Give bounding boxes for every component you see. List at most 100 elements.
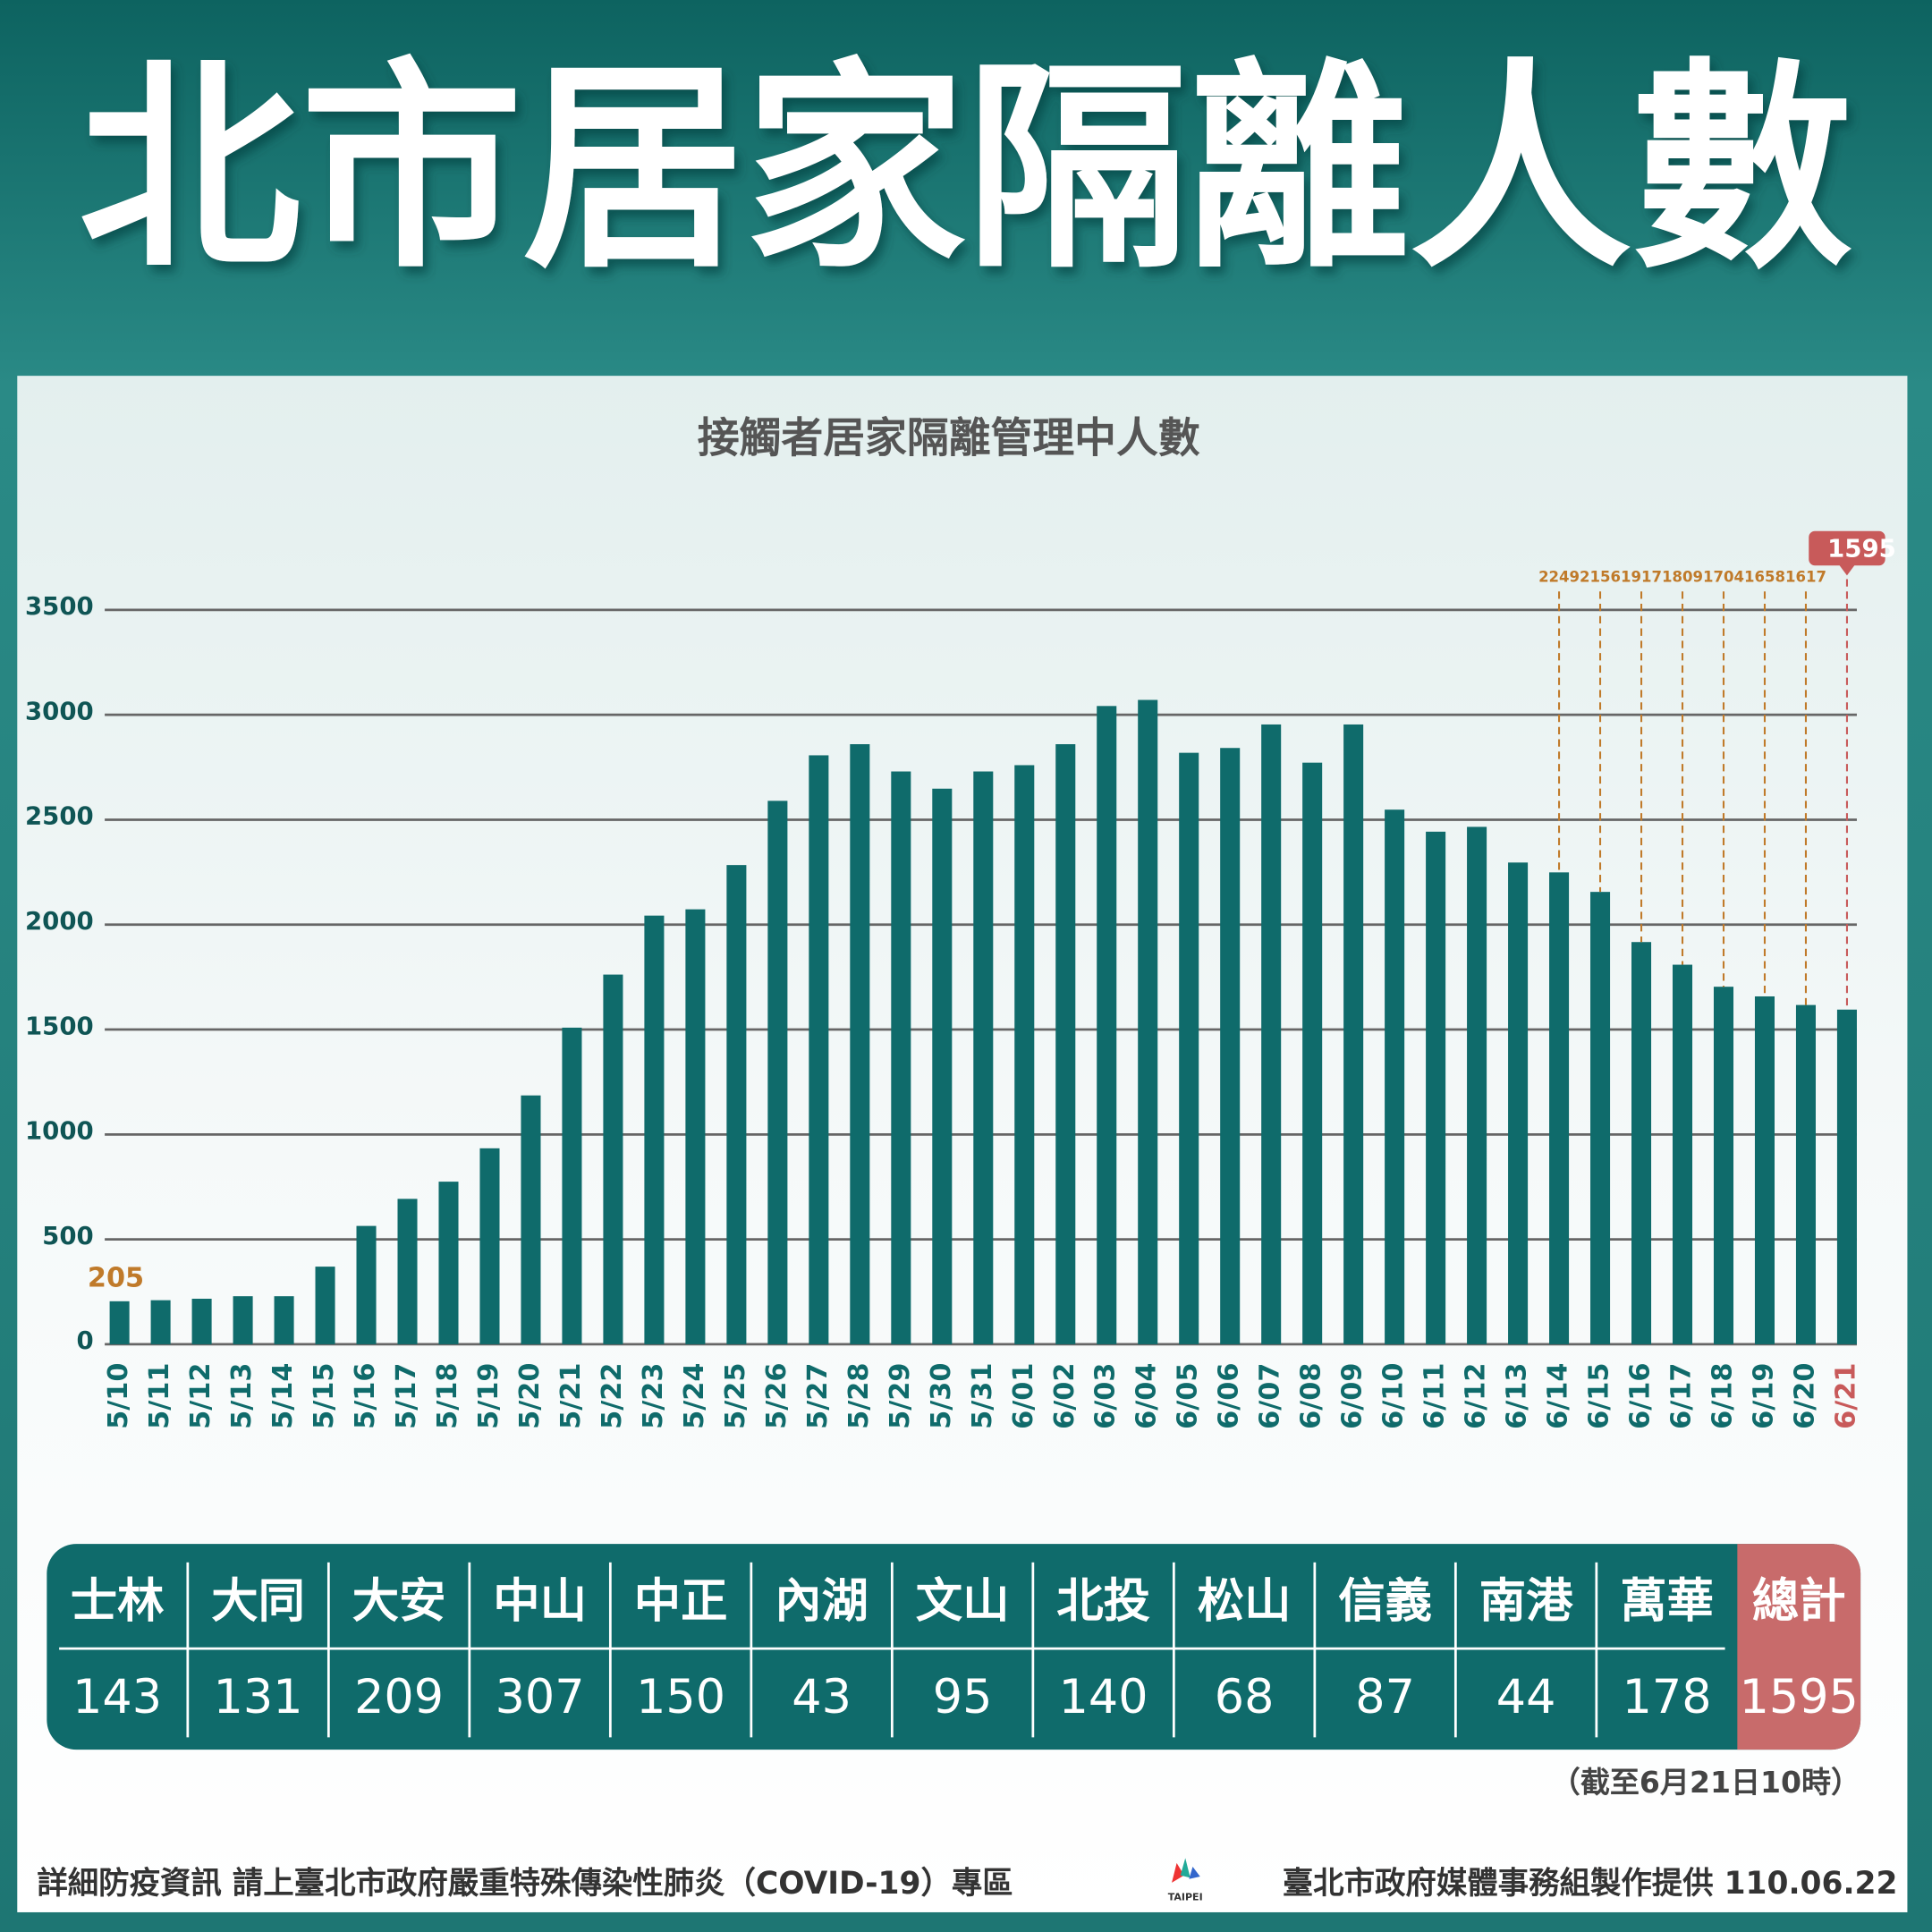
x-tick-label: 6/10 xyxy=(1378,1363,1410,1429)
bar xyxy=(191,1299,212,1344)
bar xyxy=(1343,724,1364,1344)
bar xyxy=(479,1148,500,1344)
chart-title: 接觸者居家隔離管理中人數 xyxy=(698,415,1200,463)
footer-right: 臺北市政府媒體事務組製作提供 110.06.22 xyxy=(1283,1866,1898,1902)
district-count: 307 xyxy=(496,1670,585,1724)
district-count: 131 xyxy=(214,1670,303,1724)
district-count: 178 xyxy=(1623,1670,1712,1724)
x-tick-label: 6/07 xyxy=(1255,1363,1286,1429)
x-tick-label: 6/11 xyxy=(1419,1363,1451,1429)
bar xyxy=(973,771,994,1344)
x-tick-label: 6/04 xyxy=(1131,1363,1163,1429)
y-tick-label: 500 xyxy=(42,1222,94,1250)
x-tick-label: 5/19 xyxy=(473,1363,504,1429)
district-count: 209 xyxy=(354,1670,444,1724)
bar xyxy=(1138,699,1158,1344)
district-name: 大安 xyxy=(352,1574,446,1629)
x-tick-label: 5/15 xyxy=(309,1363,340,1429)
x-tick-label: 5/17 xyxy=(391,1363,422,1429)
total-bg xyxy=(1737,1544,1861,1750)
bar xyxy=(891,771,911,1344)
bar xyxy=(726,865,747,1344)
y-tick-label: 2000 xyxy=(25,907,94,936)
value-label: 1917 xyxy=(1621,569,1662,586)
district-name: 北投 xyxy=(1056,1574,1150,1629)
bar xyxy=(1590,892,1611,1344)
x-tick-label: 5/31 xyxy=(967,1363,998,1429)
x-tick-label: 5/25 xyxy=(720,1363,751,1429)
district-name: 文山 xyxy=(916,1574,1010,1629)
y-tick-label: 1000 xyxy=(25,1117,94,1146)
x-tick-label: 6/02 xyxy=(1049,1363,1080,1429)
x-tick-label: 5/23 xyxy=(638,1363,669,1429)
x-tick-label: 6/13 xyxy=(1502,1363,1533,1429)
value-label: 1658 xyxy=(1744,569,1785,586)
district-name: 信義 xyxy=(1338,1574,1432,1629)
bar xyxy=(603,974,623,1344)
x-tick-label: 5/16 xyxy=(350,1363,381,1429)
bar xyxy=(1220,748,1241,1344)
x-tick-label: 5/21 xyxy=(555,1363,587,1429)
x-tick-label: 6/14 xyxy=(1543,1363,1574,1429)
x-tick-label: 6/17 xyxy=(1666,1363,1698,1429)
district-name: 萬華 xyxy=(1620,1574,1714,1629)
district-name: 士林 xyxy=(71,1574,165,1629)
y-tick-label: 2500 xyxy=(25,802,94,831)
logo-mark xyxy=(1180,1858,1191,1878)
x-tick-label: 6/08 xyxy=(1296,1363,1327,1429)
district-count: 68 xyxy=(1215,1670,1275,1724)
bar xyxy=(562,1027,582,1344)
bar xyxy=(521,1095,541,1344)
district-count: 95 xyxy=(933,1670,993,1724)
district-count: 44 xyxy=(1496,1670,1556,1724)
value-label: 1704 xyxy=(1703,569,1744,586)
bar xyxy=(932,788,953,1344)
bar xyxy=(644,915,665,1344)
value-label: 2156 xyxy=(1580,569,1621,586)
x-tick-label: 5/22 xyxy=(597,1363,628,1429)
table: 士林 143 大同 131 大安 209 中山 307 中正 150 內湖 43 文山 95 北投 140 松山… xyxy=(71,1562,1859,1738)
bar xyxy=(1385,809,1405,1344)
district-name: 內湖 xyxy=(775,1574,869,1629)
x-tick-label: 5/27 xyxy=(802,1363,834,1429)
district-count: 150 xyxy=(636,1670,725,1724)
district-name: 中正 xyxy=(634,1574,728,1629)
plot: 0 500 1000 1500 2000 2500 3000 3500 5/10 205 5/11 5… xyxy=(25,530,1896,1429)
x-tick-label: 6/20 xyxy=(1789,1363,1820,1429)
x-tick-label: 5/18 xyxy=(432,1363,463,1429)
logo: TAIPEI xyxy=(1168,1858,1203,1902)
bar xyxy=(1426,831,1446,1344)
bar xyxy=(1302,762,1323,1344)
total-name: 總計 xyxy=(1752,1574,1846,1629)
x-tick-label: 5/14 xyxy=(267,1363,299,1429)
x-tick-label: 6/05 xyxy=(1173,1363,1204,1429)
x-tick-label: 6/03 xyxy=(1090,1363,1122,1429)
value-label: 2249 xyxy=(1538,569,1580,586)
district-name: 松山 xyxy=(1198,1574,1292,1629)
y-tick-label: 1500 xyxy=(25,1012,94,1040)
x-tick-label: 6/01 xyxy=(1008,1363,1039,1429)
x-tick-label: 5/12 xyxy=(185,1363,216,1429)
value-label: 1595 xyxy=(1827,534,1896,563)
x-tick-label: 5/13 xyxy=(226,1363,258,1429)
district-count: 140 xyxy=(1059,1670,1148,1724)
bar xyxy=(1467,826,1487,1344)
x-tick-label: 5/28 xyxy=(843,1363,875,1429)
bar xyxy=(1097,706,1117,1344)
bar xyxy=(1055,744,1076,1344)
bar xyxy=(274,1296,294,1344)
y-tick-label: 3500 xyxy=(25,592,94,621)
bar xyxy=(1795,1004,1816,1344)
x-tick-label: 6/18 xyxy=(1707,1363,1738,1429)
x-tick-label: 5/29 xyxy=(885,1363,916,1429)
bar xyxy=(233,1296,253,1344)
x-tick-label: 5/26 xyxy=(761,1363,792,1429)
district-name: 中山 xyxy=(493,1574,587,1629)
value-label: 205 xyxy=(88,1263,144,1294)
logo-mark xyxy=(1172,1862,1184,1883)
bar xyxy=(1754,996,1775,1344)
x-tick-label: 5/20 xyxy=(514,1363,546,1429)
x-tick-label: 5/24 xyxy=(679,1363,710,1429)
logo-mark xyxy=(1189,1866,1200,1879)
bar xyxy=(315,1267,335,1344)
